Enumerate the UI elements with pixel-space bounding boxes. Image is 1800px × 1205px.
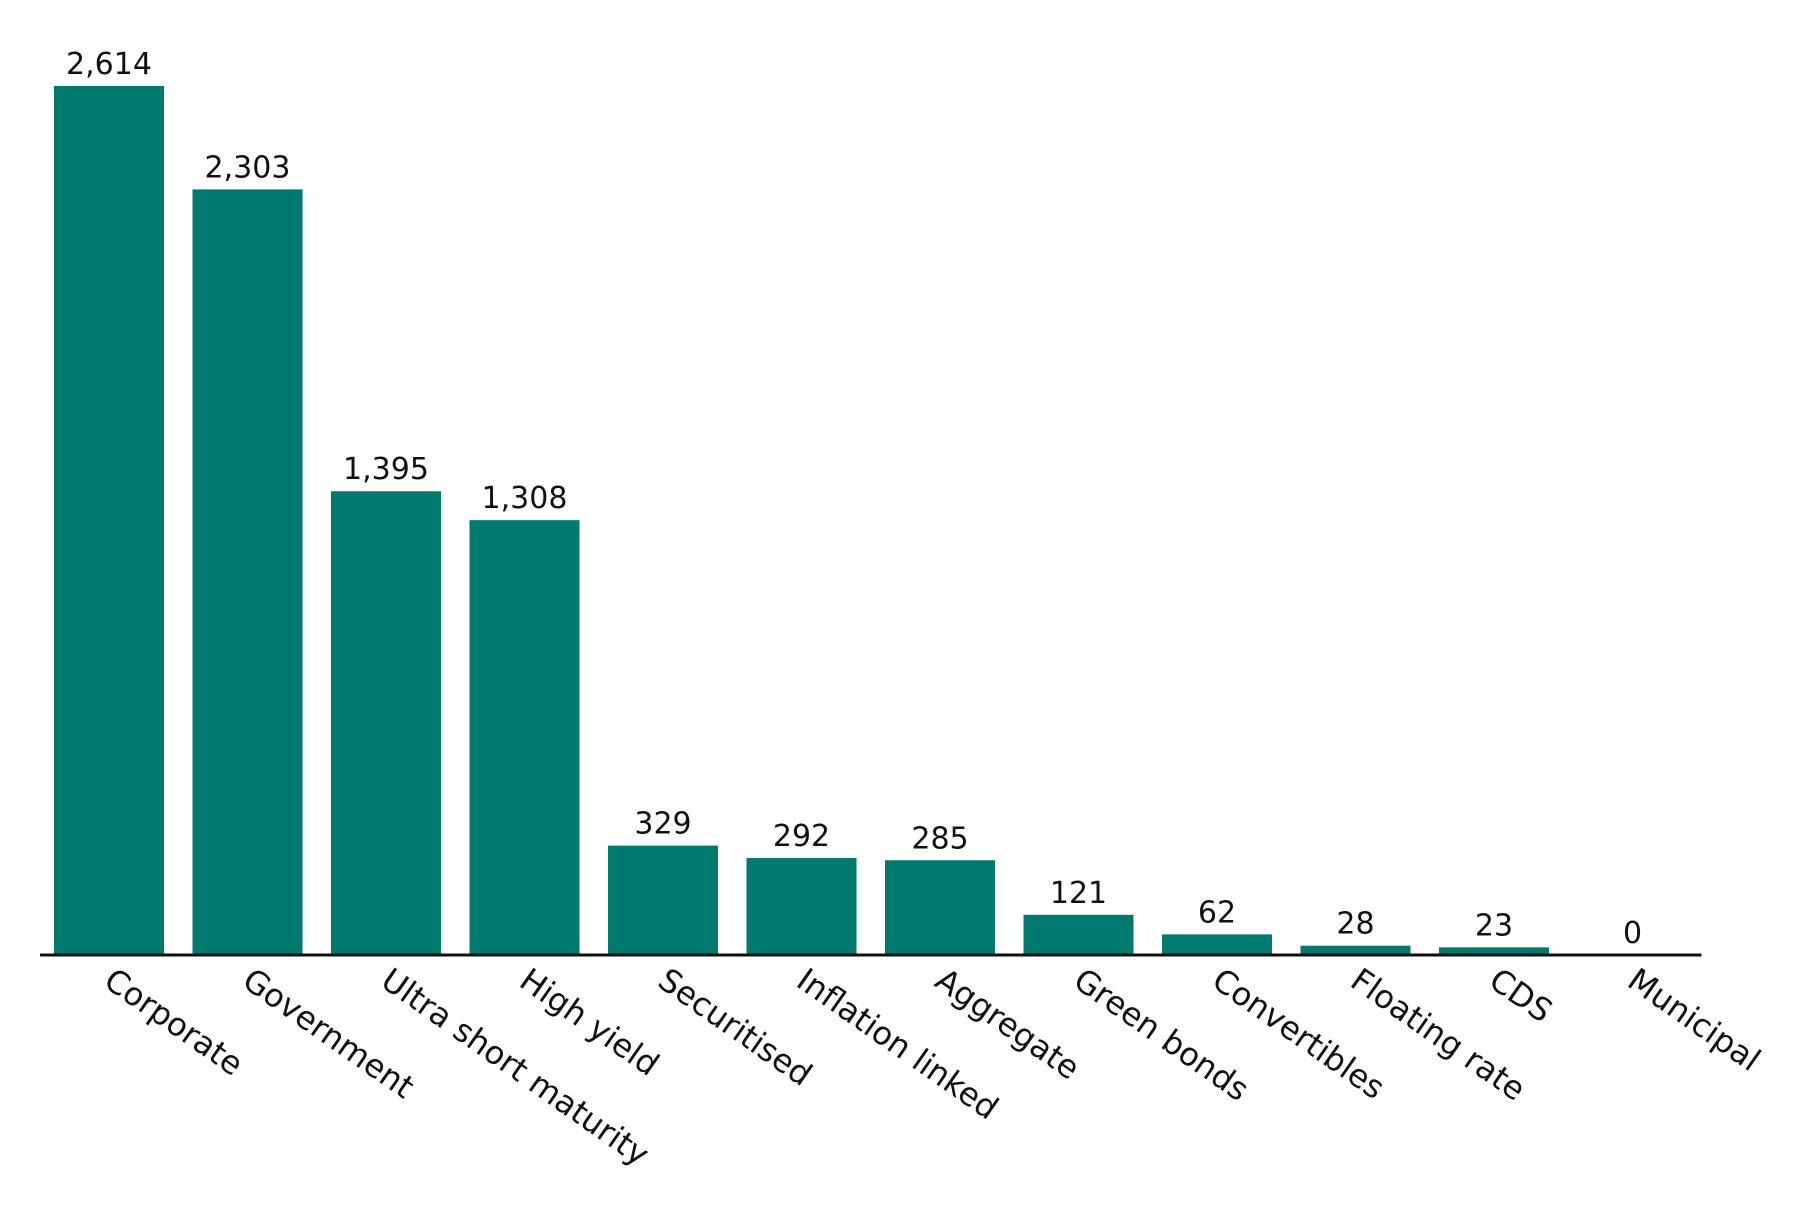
- bar-value-label: 121: [1050, 876, 1107, 911]
- bar-9: [1300, 945, 1411, 955]
- bars-group: [54, 86, 1549, 956]
- bar-value-label: 28: [1336, 907, 1374, 942]
- bar-value-label: 329: [634, 807, 691, 842]
- bar-value-label: 1,395: [343, 452, 429, 487]
- bar-value-label: 285: [911, 821, 968, 856]
- bar-value-label: 23: [1475, 908, 1513, 943]
- bar-2: [331, 491, 441, 955]
- x-tick-label: CDS: [1482, 960, 1559, 1030]
- bar-5: [746, 857, 857, 955]
- value-labels-group: 2,614 2,303 1,395 1,308 329 292 285 121 62 28 23 0: [66, 47, 1642, 951]
- bar-0: [54, 86, 164, 955]
- bar-value-label: 292: [773, 819, 830, 854]
- bar-10: [1439, 947, 1549, 955]
- x-tick-label: Securitised: [651, 960, 819, 1093]
- bar-value-label: 2,614: [66, 47, 152, 82]
- bar-3: [469, 520, 580, 955]
- bar-8: [1162, 934, 1272, 955]
- x-tick-label: Municipal: [1621, 960, 1768, 1079]
- bar-value-label: 1,308: [482, 481, 568, 516]
- bar-4: [608, 845, 718, 955]
- bar-value-label: 0: [1623, 916, 1642, 951]
- bar-value-label: 62: [1198, 895, 1236, 930]
- bar-value-label: 2,303: [205, 150, 291, 185]
- bar-7: [1023, 914, 1134, 955]
- bar-1: [192, 189, 303, 956]
- x-tick-label: Corporate: [97, 960, 250, 1083]
- bar-6: [885, 860, 995, 955]
